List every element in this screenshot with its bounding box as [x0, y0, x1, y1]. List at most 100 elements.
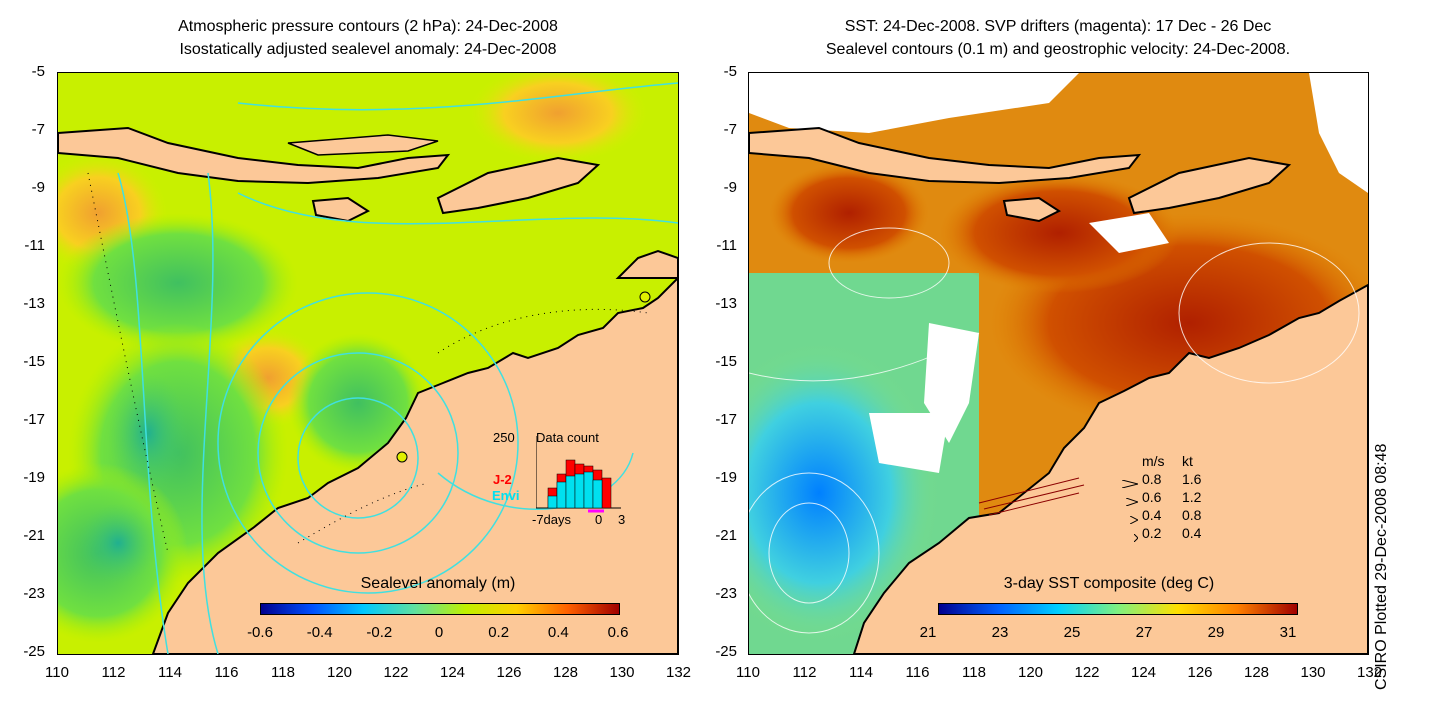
- y-tick-label: -23: [715, 585, 737, 602]
- x-tick-label: 120: [1017, 664, 1044, 681]
- x-tick-label: 112: [792, 664, 817, 681]
- sealevel-contours: [749, 227, 1360, 634]
- y-tick-label: -17: [715, 411, 737, 428]
- left-colorbar-title: Sealevel anomaly (m): [360, 575, 516, 592]
- x-tick-label: 118: [962, 664, 986, 681]
- inset-bar: [574, 473, 585, 509]
- data-count-inset: 250 Data count J-2 Envi -7days 0 3: [488, 428, 658, 528]
- right-title-line1: SST: 24-Dec-2008. SVP drifters (magenta)…: [844, 18, 1272, 35]
- velocity-ms-value: 0.6: [1142, 489, 1162, 505]
- drifter-tracks: [978, 477, 1085, 516]
- y-tick-label: -5: [31, 63, 45, 80]
- y-tick-label: -7: [723, 121, 737, 138]
- papua-coast: [615, 249, 678, 279]
- velocity-legend: m/s kt 0.8 1.6 0.6 1.2 0.4 0.8 0.2 0.4: [1121, 453, 1254, 548]
- x-tick-label: 120: [326, 664, 353, 681]
- x-tick-label: 110: [736, 664, 760, 681]
- sst-map-graphic: [749, 73, 1368, 654]
- x-tick-label: 124: [1130, 664, 1157, 681]
- left-title-line1: Atmospheric pressure contours (2 hPa): 2…: [178, 18, 558, 35]
- x-tick-label: 130: [609, 664, 635, 681]
- x-tick-label: 124: [439, 664, 466, 681]
- x-tick-label: 122: [1074, 664, 1100, 681]
- legend-header-kt: kt: [1182, 453, 1193, 469]
- x-tick-label: 114: [158, 664, 182, 681]
- colorbar-tick-label: 0.2: [488, 624, 510, 641]
- velocity-ms-value: 0.2: [1142, 525, 1162, 541]
- station-marker-1: [639, 291, 651, 303]
- y-tick-label: -5: [723, 63, 737, 80]
- sst-sumba-island: [1002, 196, 1062, 223]
- x-tick-label: 114: [849, 664, 873, 681]
- x-tick-label: 132: [665, 664, 692, 681]
- sst-timor-island: [1127, 156, 1292, 215]
- y-tick-label: -19: [715, 469, 737, 486]
- inset-bar: [556, 481, 567, 509]
- velocity-arrow-icon: [1125, 493, 1140, 507]
- y-tick-label: -21: [715, 527, 737, 544]
- x-tick-label: 130: [1300, 664, 1326, 681]
- velocity-kt-value: 1.2: [1182, 489, 1202, 505]
- x-tick-label: 122: [383, 664, 409, 681]
- inset-bar: [583, 471, 594, 509]
- nusa-tenggara: [58, 126, 451, 185]
- y-tick-label: -25: [23, 643, 45, 660]
- colorbar-tick-label: 25: [1063, 624, 1081, 641]
- pressure-contours: [117, 82, 678, 654]
- colorbar-tick-label: 23: [991, 624, 1009, 641]
- y-tick-label: -11: [24, 237, 45, 254]
- y-tick-label: -9: [31, 179, 45, 196]
- inset-axis-left: -7days: [532, 512, 572, 527]
- legend-header-ms: m/s: [1142, 453, 1165, 469]
- timor-island: [436, 156, 601, 215]
- inset-bar: [547, 495, 558, 509]
- velocity-ms-value: 0.8: [1142, 471, 1162, 487]
- colorbar-tick-label: -0.4: [306, 624, 333, 641]
- inset-bar: [592, 479, 603, 509]
- left-title-line2: Isostatically adjusted sealevel anomaly:…: [179, 41, 557, 58]
- inset-axis-right: 3: [618, 512, 626, 527]
- inset-bar: [565, 475, 576, 509]
- y-tick-label: -25: [715, 643, 737, 660]
- right-colorbar: [938, 603, 1298, 615]
- colorbar-tick-label: -0.6: [247, 624, 273, 641]
- colorbar-tick-label: -0.2: [366, 624, 393, 641]
- sealevel-map-graphic: [58, 73, 678, 654]
- inset-histogram: [536, 436, 621, 513]
- y-tick-label: -15: [23, 353, 45, 370]
- sst-map: m/s kt 0.8 1.6 0.6 1.2 0.4 0.8 0.2 0.4 3-day SS…: [748, 72, 1369, 655]
- y-tick-label: -17: [23, 411, 45, 428]
- y-tick-label: -13: [23, 295, 45, 312]
- y-tick-label: -9: [723, 179, 737, 196]
- velocity-kt-value: 0.8: [1182, 507, 1202, 523]
- x-tick-label: 126: [496, 664, 522, 681]
- right-colorbar-title: 3-day SST composite (deg C): [1003, 575, 1215, 592]
- y-tick-label: -7: [31, 121, 45, 138]
- inset-title: Data count: [536, 430, 599, 445]
- inset-series-envi: Envi: [492, 488, 520, 503]
- flores-island: [287, 134, 439, 156]
- velocity-legend-row: 0.4 0.8: [1124, 507, 1254, 525]
- y-tick-label: -15: [715, 353, 737, 370]
- inset-bar: [601, 477, 612, 509]
- x-tick-label: 132: [1356, 664, 1383, 681]
- sumba-island: [311, 196, 371, 223]
- inset-series-j2: J-2: [493, 472, 512, 487]
- colorbar-tick-label: 0.6: [607, 624, 629, 641]
- velocity-arrow-icon: [1129, 511, 1140, 525]
- velocity-arrow-icon: [1121, 475, 1139, 489]
- y-tick-label: -23: [23, 585, 45, 602]
- y-tick-label: -11: [716, 237, 737, 254]
- inset-axis-mid: 0: [595, 512, 603, 527]
- colorbar-tick-label: 0: [434, 624, 444, 641]
- colorbar-tick-label: 31: [1279, 624, 1297, 641]
- y-tick-label: -21: [23, 527, 45, 544]
- x-tick-label: 128: [1243, 664, 1270, 681]
- australia-landmass: [151, 276, 678, 654]
- pressure-dotted-lines: [87, 172, 649, 554]
- y-tick-label: -13: [715, 295, 737, 312]
- sst-australia-landmass: [852, 283, 1368, 654]
- velocity-legend-row: 0.8 1.6: [1121, 471, 1254, 489]
- velocity-ms-value: 0.4: [1142, 507, 1162, 523]
- x-tick-label: 116: [214, 664, 239, 681]
